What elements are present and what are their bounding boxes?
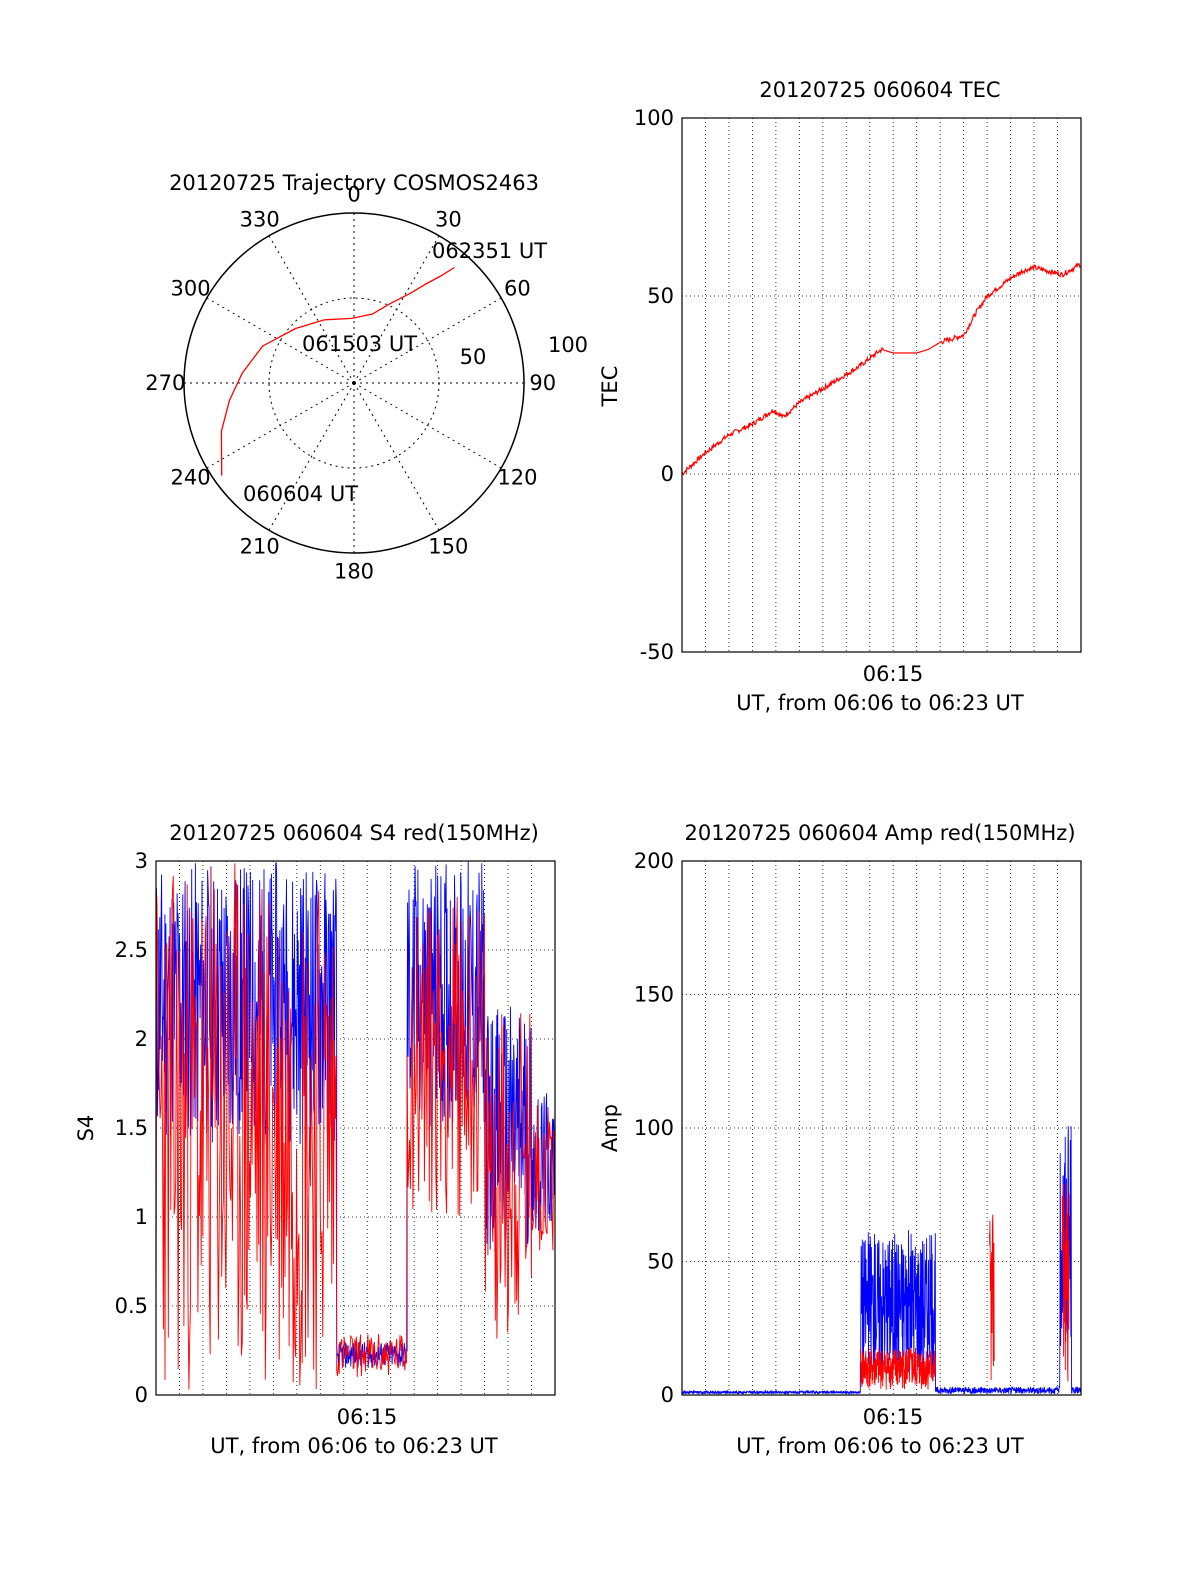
azimuth-label: 210	[240, 534, 280, 558]
y-tick-label: 3	[135, 849, 148, 873]
azimuth-label: 120	[497, 465, 537, 489]
polar-spoke	[353, 235, 440, 384]
polar-series	[220, 266, 455, 476]
azimuth-label: 330	[240, 208, 280, 232]
y-tick-label: 2	[135, 1027, 148, 1051]
y-tick-label: 100	[634, 106, 674, 130]
amp-plot: 20120725 060604 Amp red(150MHz) 0 50 100 15…	[598, 821, 1082, 1458]
trajectory-title: 20120725 Trajectory COSMOS2463	[169, 171, 539, 195]
polar-spoke	[206, 297, 355, 384]
tec-y-tick-labels: -50 0 50 100	[634, 106, 674, 664]
s4-title: 20120725 060604 S4 red(150MHz)	[169, 821, 539, 845]
y-tick-label: 0	[661, 462, 674, 486]
polar-spoke	[268, 235, 355, 384]
tec-series	[681, 262, 1081, 476]
azimuth-label: 60	[504, 277, 531, 301]
y-tick-label: 2.5	[115, 938, 148, 962]
series-line-red	[989, 1214, 995, 1381]
y-tick-label: 200	[634, 849, 674, 873]
tec-x-tick-label: 06:15	[863, 662, 924, 686]
series-line-red	[859, 1346, 936, 1390]
azimuth-label: 270	[145, 371, 185, 395]
s4-xlabel: UT, from 06:06 to 06:23 UT	[210, 1434, 498, 1458]
annotation-mid-time: 061503 UT	[302, 332, 417, 356]
y-tick-label: 0.5	[115, 1294, 148, 1318]
azimuth-label: 90	[529, 371, 556, 395]
s4-x-tick-label: 06:15	[337, 1405, 398, 1429]
y-tick-label: 50	[647, 284, 674, 308]
annotation-end-time: 062351 UT	[432, 239, 547, 263]
polar-labels: 0 30 60 90 120 150 180 210 240 270 300 330 50 100	[145, 182, 588, 583]
tec-line	[681, 262, 1081, 476]
amp-axes-frame	[681, 860, 1082, 1396]
azimuth-label: 150	[428, 534, 468, 558]
series-line-blue	[681, 1126, 1082, 1396]
polar-spoke	[353, 382, 440, 531]
series-line-red	[155, 863, 555, 1390]
y-tick-label: -50	[640, 640, 674, 664]
amp-x-tick-label: 06:15	[863, 1405, 924, 1429]
s4-y-tick-labels: 0 0.5 1 1.5 2 2.5 3	[115, 849, 148, 1407]
y-tick-label: 0	[135, 1383, 148, 1407]
tec-xlabel: UT, from 06:06 to 06:23 UT	[736, 691, 1024, 715]
s4-ylabel: S4	[74, 1115, 98, 1142]
amp-y-tick-labels: 0 50 100 150 200	[634, 849, 674, 1407]
amp-title: 20120725 060604 Amp red(150MHz)	[684, 821, 1075, 845]
s4-plot: 20120725 060604 S4 red(150MHz) 0 0.5 1 1.5 2…	[74, 821, 556, 1458]
polar-grid	[183, 212, 525, 554]
elevation-ring-label: 100	[548, 333, 588, 357]
elevation-ring-label: 50	[460, 345, 487, 369]
azimuth-label: 0	[347, 182, 360, 206]
amp-series	[681, 1126, 1082, 1396]
amp-grid	[682, 861, 1081, 1395]
tec-grid	[682, 118, 1081, 652]
azimuth-label: 240	[171, 465, 211, 489]
series-line-red	[1061, 1183, 1070, 1382]
y-tick-label: 1.5	[115, 1116, 148, 1140]
azimuth-label: 180	[334, 560, 374, 584]
azimuth-label: 300	[171, 277, 211, 301]
y-tick-label: 0	[661, 1383, 674, 1407]
amp-ylabel: Amp	[598, 1104, 622, 1152]
amp-xlabel: UT, from 06:06 to 06:23 UT	[736, 1434, 1024, 1458]
azimuth-label: 30	[435, 208, 462, 232]
polar-spoke	[268, 382, 355, 531]
y-tick-label: 100	[634, 1116, 674, 1140]
y-tick-label: 50	[647, 1250, 674, 1274]
s4-series	[155, 861, 556, 1390]
polar-spoke	[353, 297, 502, 384]
y-tick-label: 150	[634, 983, 674, 1007]
polar-spoke	[206, 382, 355, 469]
tec-title: 20120725 060604 TEC	[759, 78, 1000, 102]
tec-axes-frame	[681, 117, 1082, 653]
tec-ylabel: TEC	[598, 366, 622, 408]
annotation-start-time: 060604 UT	[243, 482, 358, 506]
s4-axes-frame	[155, 860, 556, 1396]
trajectory-plot: 20120725 Trajectory COSMOS2463 0 30 60 90 12…	[145, 171, 588, 584]
polar-spoke	[353, 382, 502, 469]
trajectory-line	[220, 266, 455, 476]
y-tick-label: 1	[135, 1205, 148, 1229]
